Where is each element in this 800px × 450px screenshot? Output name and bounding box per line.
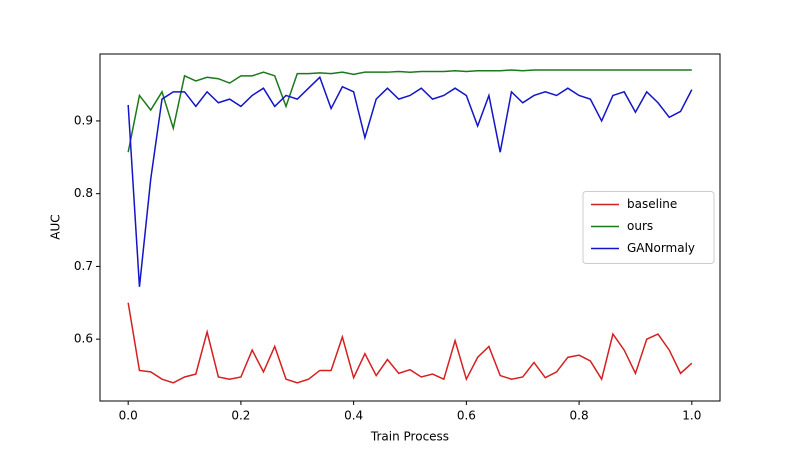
x-tick-label: 0.6 — [457, 409, 476, 423]
line-series — [127, 75, 693, 287]
axes-frame — [99, 53, 721, 402]
x-axis-label: Train Process — [370, 430, 449, 444]
y-tick-label: 0.8 — [74, 186, 93, 200]
legend-label: GANormaly — [627, 241, 695, 255]
y-tick-label: 0.9 — [74, 113, 93, 127]
line-series — [127, 302, 693, 384]
x-tick-label: 0.2 — [231, 409, 250, 423]
legend-label: baseline — [627, 197, 677, 211]
y-tick-label: 0.7 — [74, 259, 93, 273]
x-tick-label: 0.4 — [344, 409, 363, 423]
y-axis-label: AUC — [49, 214, 63, 239]
y-tick-label: 0.6 — [74, 332, 93, 346]
legend-label: ours — [627, 219, 653, 233]
legend-box — [582, 191, 715, 264]
line-series — [127, 69, 692, 153]
x-tick-label: 0.0 — [119, 409, 138, 423]
x-tick-label: 0.8 — [570, 409, 589, 423]
x-tick-label: 1.0 — [682, 409, 701, 423]
